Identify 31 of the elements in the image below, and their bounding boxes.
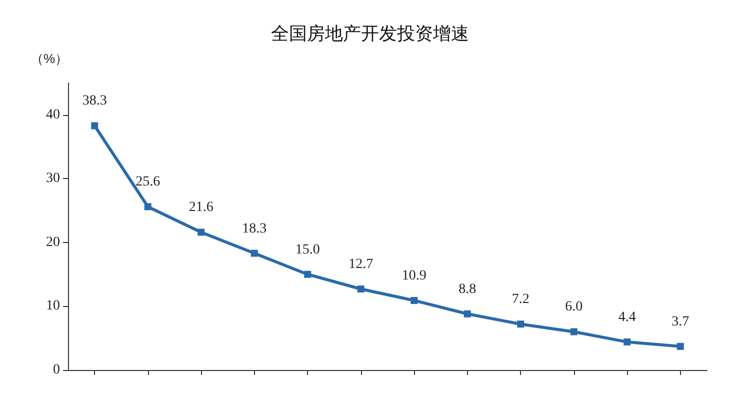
y-tick-label: 0 <box>53 362 60 378</box>
point <box>357 286 364 292</box>
data-label: 10.9 <box>402 268 426 284</box>
point <box>250 250 258 257</box>
point <box>91 122 98 130</box>
data-label: 4.4 <box>618 310 636 325</box>
point <box>304 270 312 278</box>
data-label: 8.8 <box>458 282 476 297</box>
point <box>517 320 524 328</box>
y-tick-label: 20 <box>46 234 60 250</box>
point <box>570 328 578 336</box>
data-label: 3.7 <box>672 314 690 330</box>
data-label: 7.2 <box>512 292 530 308</box>
point <box>410 296 418 304</box>
data-label: 15.0 <box>295 242 320 258</box>
data-label: 25.6 <box>136 174 160 190</box>
data-label: 38.3 <box>82 94 107 109</box>
chart-title: 全国房地产开发投资增速 <box>271 24 469 44</box>
y-tick-label: 10 <box>46 298 60 314</box>
y-tick-label: 30 <box>46 171 60 186</box>
point <box>144 203 152 210</box>
data-label: 21.6 <box>188 200 214 216</box>
point <box>198 228 205 236</box>
data-label: 6.0 <box>565 300 583 315</box>
y-tick-label: 40 <box>46 107 60 122</box>
point <box>676 342 684 350</box>
y-axis-title: （%） <box>30 51 68 66</box>
point <box>624 338 631 346</box>
point <box>464 310 471 318</box>
data-label: 12.7 <box>348 257 374 272</box>
data-label: 18.3 <box>242 221 267 236</box>
